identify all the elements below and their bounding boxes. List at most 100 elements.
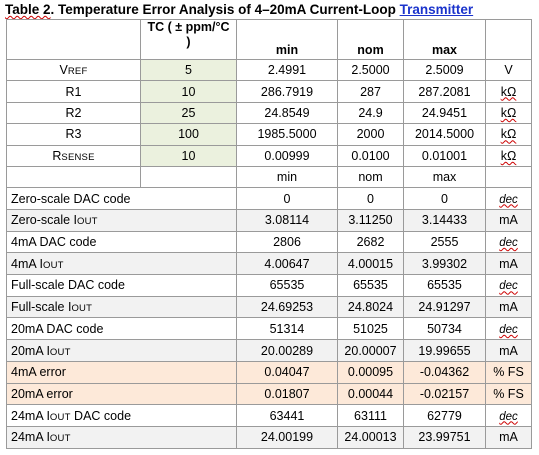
row-label: Full-scale IOUT [6,295,237,319]
subheader-nom: nom [337,165,404,189]
title-main: . Temperature Error Analysis of 4–20mA C… [50,2,400,17]
header-max: max [403,19,486,60]
tc-value: 100 [140,123,237,146]
result-row: 20mA DAC code 51314 51025 50734 dec [6,317,532,341]
row-label-sub: OUT [42,259,64,271]
nom-value: 0 [337,187,404,211]
nom-value: 2000 [337,123,404,146]
row-label: 20mA DAC code [6,317,237,341]
row-label-text: Full-scale DAC code [11,278,125,293]
unit-text: mA [499,256,518,271]
nom-value: 24.00013 [337,425,404,449]
row-label-text: 20mA [11,343,47,358]
row-label: 24mA IOUT [6,425,237,449]
result-row: Zero-scale DAC code 0 0 0 dec [6,187,532,211]
tc-value: 25 [140,101,237,125]
unit-value: kΩ [485,144,532,167]
min-value: 63441 [236,404,338,427]
header-nom: nom [337,19,404,60]
header-blank [6,19,141,60]
unit-text: % FS [493,365,524,380]
row-label-sub: OUT [77,216,98,228]
unit-text: dec [499,193,518,206]
subheader-min: min [236,165,338,189]
subheader-row: min nom max [6,165,532,189]
row-label-sub: OUT [49,411,71,423]
nom-value: 65535 [337,274,404,297]
subheader-blank [6,165,141,189]
min-value: 3.08114 [236,209,338,232]
row-label-text: I [73,213,78,228]
min-value: 2.4991 [236,58,338,82]
subheader-blank [485,165,532,189]
row-label-text: 4mA [11,256,40,271]
component-label-sub: REF [67,66,88,78]
unit-value: mA [485,295,532,319]
result-row: Full-scale DAC code 65535 65535 65535 dec [6,274,532,297]
subheader-blank [140,165,237,189]
unit-text: dec [499,410,518,423]
row-label: 4mA IOUT [6,252,237,276]
unit-value: kΩ [485,101,532,125]
component-label: R3 [6,123,141,146]
min-value: 4.00647 [236,252,338,276]
title-prefix: Table 2 [5,2,51,17]
unit-value: mA [485,252,532,276]
row-label-text: 24mA [11,430,47,445]
component-label-main: V [59,63,68,78]
nom-value: 4.00015 [337,252,404,276]
max-value: 0 [403,187,486,211]
row-label-sub: OUT [49,433,71,445]
row-label: Zero-scale IOUT [6,209,237,232]
nom-value: 63111 [337,404,404,427]
unit-value: dec [485,230,532,254]
min-value: 0.01807 [236,382,338,406]
min-value: 24.8549 [236,101,338,125]
unit-value: mA [485,339,532,362]
min-value: 51314 [236,317,338,341]
unit-text: dec [499,280,518,293]
result-row: 4mA IOUT 4.00647 4.00015 3.99302 mA [6,252,532,276]
result-row: 20mA IOUT 20.00289 20.00007 19.99655 mA [6,339,532,362]
component-row: RSENSE 10 0.00999 0.0100 0.01001 kΩ [6,144,532,167]
nom-value: 24.8024 [337,295,404,319]
max-value: 2.5009 [403,58,486,82]
header-min: min [236,19,338,60]
row-label-text: I [46,408,50,423]
max-value: 287.2081 [403,80,486,103]
max-value: 62779 [403,404,486,427]
component-label-main: R [52,148,62,163]
min-value: 0.00999 [236,144,338,167]
unit-text: % FS [493,386,524,401]
transmitter-link[interactable]: Transmitter [399,2,474,17]
min-value: 0 [236,187,338,211]
unit-value: dec [485,317,532,341]
row-label-text: Zero-scale DAC code [11,191,131,206]
row-label-text: 20mA DAC code [11,321,104,336]
row-label: Full-scale DAC code [6,274,237,297]
component-row: R1 10 286.7919 287 287.2081 kΩ [6,80,532,103]
unit-value: kΩ [485,80,532,103]
result-row: 24mA IOUT DAC code 63441 63111 62779 dec [6,404,532,427]
min-value: 1985.5000 [236,123,338,146]
max-value: 65535 [403,274,486,297]
row-label: 24mA IOUT DAC code [6,404,237,427]
nom-value: 2682 [337,230,404,254]
min-value: 65535 [236,274,338,297]
row-label: 20mA error [6,382,237,406]
component-row: R2 25 24.8549 24.9 24.9451 kΩ [6,101,532,125]
unit-value: kΩ [485,123,532,146]
result-row: Zero-scale IOUT 3.08114 3.11250 3.14433 mA [6,209,532,232]
nom-value: 0.0100 [337,144,404,167]
unit-value: mA [485,209,532,232]
row-label-text: I [67,300,72,315]
result-row: 4mA DAC code 2806 2682 2555 dec [6,230,532,254]
tc-value: 10 [140,80,237,103]
row-label-text: 20mA error [11,386,73,401]
row-label: 20mA IOUT [6,339,237,362]
row-label: Zero-scale DAC code [6,187,237,211]
row-label-text: I [46,430,50,445]
unit-value: V [485,58,532,82]
component-row: VREF 5 2.4991 2.5000 2.5009 V [6,58,532,82]
nom-value: 287 [337,80,404,103]
